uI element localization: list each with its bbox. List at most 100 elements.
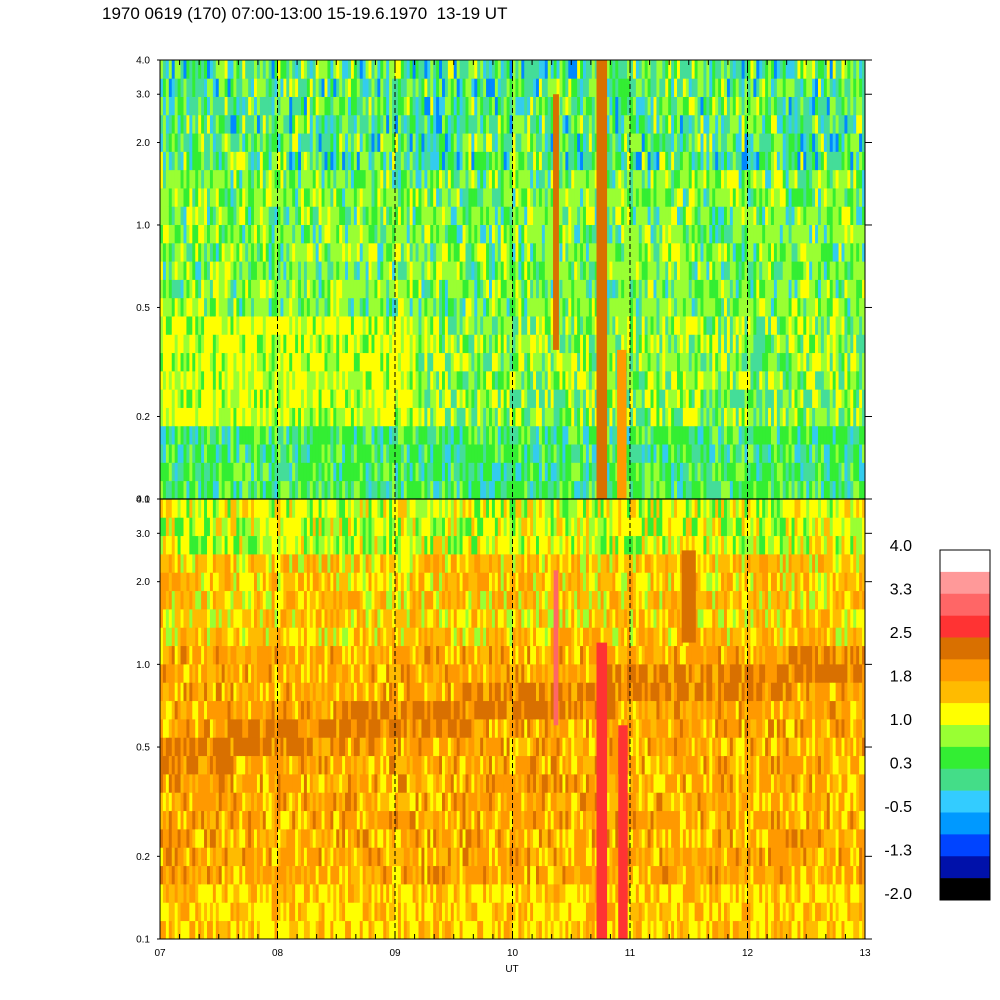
spectrogram-cell (162, 96, 167, 116)
spectrogram-cell (468, 352, 472, 372)
spectrogram-cell (301, 169, 305, 189)
spectrogram-cell (204, 169, 208, 189)
spectrogram-cell (168, 206, 173, 226)
spectrogram-cell (694, 242, 698, 262)
spectrogram-cell (665, 96, 669, 116)
spectrogram-cell (474, 297, 478, 317)
spectrogram-cell (544, 261, 549, 280)
spectrogram-cell (415, 407, 419, 427)
spectrogram-cell (192, 352, 196, 372)
spectrogram-cell (726, 334, 731, 354)
spectrogram-cell (735, 242, 740, 262)
spectrogram-cell (668, 206, 672, 226)
spectrogram-cell (627, 151, 631, 171)
spectrogram-cell (330, 224, 334, 244)
spectrogram-cell (691, 169, 696, 189)
spectrogram-cell (744, 151, 748, 171)
spectrogram-cell (218, 334, 223, 354)
spectrogram-cell (650, 206, 654, 226)
spectrogram-cell (524, 389, 528, 408)
spectrogram-cell (327, 224, 331, 244)
spectrogram-cell (330, 206, 334, 226)
spectrogram-cell (509, 151, 513, 171)
spectrogram-cell (439, 78, 443, 97)
spectrogram-cell (588, 480, 593, 499)
spectrogram-cell (306, 352, 311, 372)
spectrogram-cell (427, 96, 431, 116)
spectrogram-cell (350, 352, 355, 372)
spectrogram-cell (224, 444, 228, 463)
spectrogram-cell (456, 60, 461, 79)
spectrogram-cell (321, 114, 325, 134)
spectrogram-cell (415, 169, 419, 189)
spectrogram-cell (682, 352, 687, 372)
spectrogram-cell (207, 370, 211, 390)
spectrogram-cell (189, 462, 193, 482)
spectrogram-cell (289, 242, 293, 262)
spectrogram-cell (406, 425, 411, 445)
spectrogram-cell (712, 206, 716, 226)
spectrogram-cell (424, 224, 428, 244)
spectrogram-cell (630, 96, 634, 116)
spectrogram-cell (168, 169, 173, 189)
spectrogram-cell (547, 297, 552, 317)
spectrogram-cell (292, 297, 296, 317)
spectrogram-cell (248, 133, 252, 152)
spectrogram-cell (518, 480, 522, 499)
spectrogram-cell (571, 96, 575, 116)
spectrogram-cell (436, 206, 440, 226)
spectrogram-cell (368, 188, 372, 207)
spectrogram-cell (580, 389, 584, 408)
spectrogram-cell (632, 114, 637, 134)
spectrogram-cell (585, 242, 590, 262)
spectrogram-cell (412, 316, 416, 335)
spectrogram-cell (212, 425, 217, 445)
spectrogram-cell (174, 370, 179, 390)
spectrogram-cell (459, 224, 463, 244)
spectrogram-cell (198, 480, 202, 499)
spectrogram-cell (709, 224, 713, 244)
spectrogram-cell (615, 242, 619, 262)
spectrogram-cell (765, 60, 769, 79)
spectrogram-cell (315, 480, 320, 499)
spectrogram-cell (283, 389, 287, 408)
spectrogram-cell (160, 480, 164, 499)
spectrogram-cell (756, 114, 760, 134)
spectrogram-cell (395, 425, 399, 445)
spectrogram-cell (392, 389, 396, 408)
spectrogram-cell (298, 114, 302, 134)
spectrogram-cell (544, 297, 549, 317)
spectrogram-cell (580, 60, 584, 79)
spectrogram-cell (541, 60, 546, 79)
spectrogram-cell (615, 133, 619, 152)
spectrogram-cell (641, 407, 646, 427)
spectrogram-cell (315, 133, 320, 152)
spectrogram-cell (630, 389, 634, 408)
spectrogram-cell (430, 462, 434, 482)
spectrogram-cell (174, 78, 179, 97)
spectrogram-cell (286, 188, 290, 207)
spectrogram-cell (541, 188, 546, 207)
spectrogram-cell (659, 480, 663, 499)
spectrogram-cell (230, 133, 234, 152)
spectrogram-cell (682, 78, 687, 97)
spectrogram-cell (180, 334, 184, 354)
spectrogram-cell (574, 206, 578, 226)
spectrogram-cell (321, 462, 325, 482)
spectrogram-cell (500, 114, 505, 134)
spectrogram-cell (444, 151, 449, 171)
spectrogram-cell (330, 352, 334, 372)
spectrogram-cell (471, 78, 475, 97)
spectrogram-cell (606, 261, 610, 280)
spectrogram-cell (339, 78, 343, 97)
spectrogram-cell (442, 316, 446, 335)
spectrogram-cell (309, 480, 314, 499)
spectrogram-cell (433, 425, 437, 445)
spectrogram-cell (574, 352, 578, 372)
spectrogram-cell (653, 169, 657, 189)
spectrogram-cell (189, 279, 193, 299)
spectrogram-cell (295, 151, 299, 171)
spectrogram-cell (271, 297, 275, 317)
spectrogram-cell (679, 206, 684, 226)
spectrogram-cell (362, 96, 367, 116)
